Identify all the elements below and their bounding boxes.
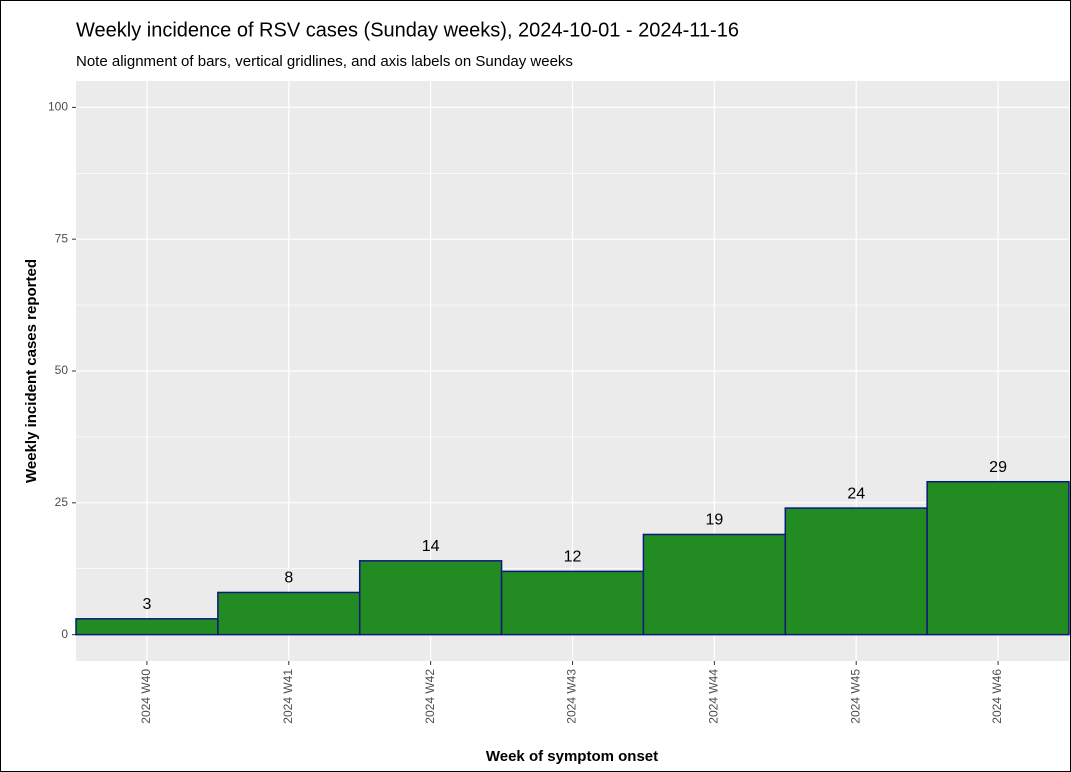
x-tick-label: 2024 W45 bbox=[848, 669, 862, 724]
y-tick-label: 25 bbox=[55, 495, 69, 509]
x-tick-label: 2024 W46 bbox=[990, 669, 1004, 724]
bar bbox=[926, 480, 1070, 636]
chart-title: Weekly incidence of RSV cases (Sunday we… bbox=[76, 19, 739, 41]
bar bbox=[784, 507, 928, 636]
x-tick-label: 2024 W42 bbox=[423, 669, 437, 724]
bar bbox=[358, 560, 503, 636]
bar bbox=[75, 618, 219, 636]
bar bbox=[217, 591, 361, 636]
x-tick-label: 2024 W43 bbox=[565, 669, 579, 724]
data-label: 3 bbox=[142, 596, 151, 613]
x-tick-label: 2024 W44 bbox=[707, 669, 721, 724]
x-axis-label: Week of symptom onset bbox=[486, 748, 658, 765]
data-label: 19 bbox=[705, 512, 723, 529]
data-label: 12 bbox=[564, 549, 582, 566]
y-tick-label: 75 bbox=[55, 231, 69, 245]
bar bbox=[500, 570, 645, 636]
y-tick-label: 50 bbox=[55, 363, 69, 377]
data-label: 8 bbox=[284, 570, 293, 587]
data-label: 24 bbox=[847, 485, 865, 502]
bar bbox=[642, 533, 787, 636]
x-tick-label: 2024 W40 bbox=[139, 669, 153, 724]
chart-subtitle: Note alignment of bars, vertical gridlin… bbox=[76, 53, 573, 70]
y-tick-label: 0 bbox=[61, 627, 68, 641]
y-axis-label: Weekly incident cases reported bbox=[23, 259, 40, 483]
data-label: 29 bbox=[989, 459, 1007, 476]
y-tick-label: 100 bbox=[48, 100, 68, 114]
x-tick-label: 2024 W41 bbox=[281, 669, 295, 724]
data-label: 14 bbox=[422, 538, 440, 555]
